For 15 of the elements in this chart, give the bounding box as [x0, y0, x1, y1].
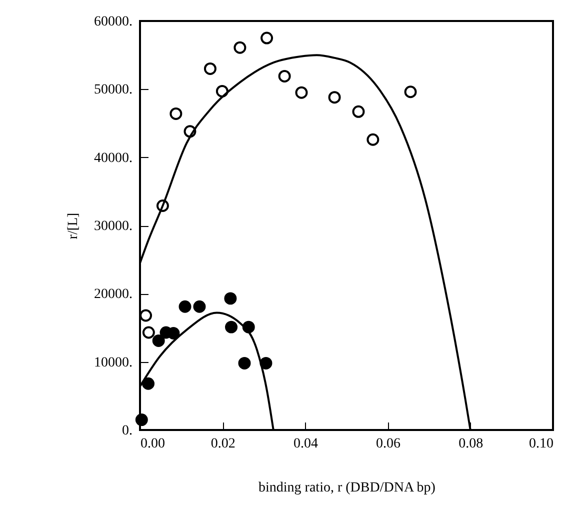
y-tick-label: 10000.: [94, 355, 132, 370]
x-tick-label: 0.10: [529, 436, 554, 452]
x-axis-title: binding ratio, r (DBD/DNA bp): [258, 480, 436, 496]
x-tick-label: 0.00: [140, 436, 165, 452]
x-tick-label: 0.08: [458, 436, 484, 452]
y-tick-label: 0.: [122, 424, 132, 438]
x-tick-label: 0.04: [293, 436, 318, 452]
y-axis-title: r/[L]: [66, 212, 81, 240]
y-tick-label: 60000.: [94, 14, 132, 30]
x-tick-label: 0.02: [210, 436, 236, 452]
y-tick-label: 50000.: [94, 82, 132, 98]
y-tick-label: 30000.: [94, 219, 132, 234]
y-tick-label: 20000.: [94, 287, 132, 302]
x-tick-label: 0.06: [376, 436, 401, 452]
y-tick-label: 40000.: [94, 150, 132, 166]
